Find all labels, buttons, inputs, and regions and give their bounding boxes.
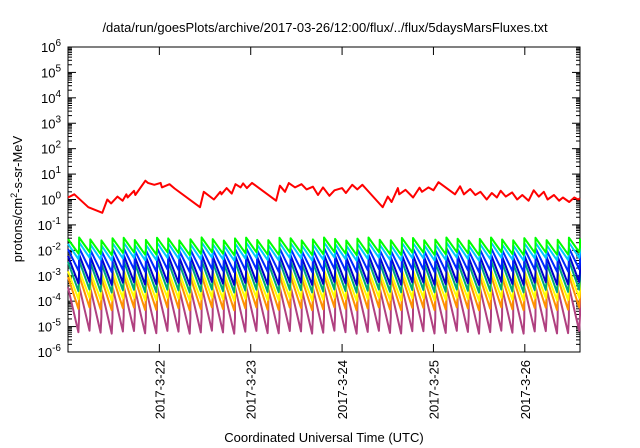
periodic-series-line xyxy=(67,236,581,256)
y-tick-label: 100 xyxy=(41,191,61,208)
x-tick-label: 2017-3-25 xyxy=(426,360,441,419)
y-tick-label: 101 xyxy=(41,165,61,182)
x-tick-label: 2017-3-26 xyxy=(518,360,533,419)
red-series-line xyxy=(67,179,581,214)
y-tick-label: 103 xyxy=(41,114,61,131)
x-tick-label: 2017-3-22 xyxy=(152,360,167,419)
y-tick-label: 10-3 xyxy=(38,267,62,284)
y-tick-label: 10-6 xyxy=(38,343,62,360)
y-tick-label: 104 xyxy=(41,89,61,106)
y-tick-label: 105 xyxy=(41,63,61,80)
y-tick-label: 10-2 xyxy=(38,241,62,258)
x-tick-label: 2017-3-23 xyxy=(244,360,259,419)
y-tick-label: 10-4 xyxy=(38,292,62,309)
chart-title: /data/run/goesPlots/archive/2017-03-26/1… xyxy=(102,20,548,35)
y-tick-label: 10-1 xyxy=(38,216,62,233)
x-tick-label: 2017-3-24 xyxy=(335,360,350,419)
y-tick-label: 102 xyxy=(41,140,61,157)
y-tick-label: 10-5 xyxy=(38,318,62,335)
x-axis-ticks: 2017-3-22 2017-3-23 2017-3-24 2017-3-25 2017… xyxy=(152,47,533,419)
series-layer xyxy=(67,179,581,335)
y-tick-label: 106 xyxy=(41,38,61,55)
y-axis-label: protons/cm2-s-sr-MeV xyxy=(9,135,25,262)
x-axis-label: Coordinated Universal Time (UTC) xyxy=(224,430,423,445)
